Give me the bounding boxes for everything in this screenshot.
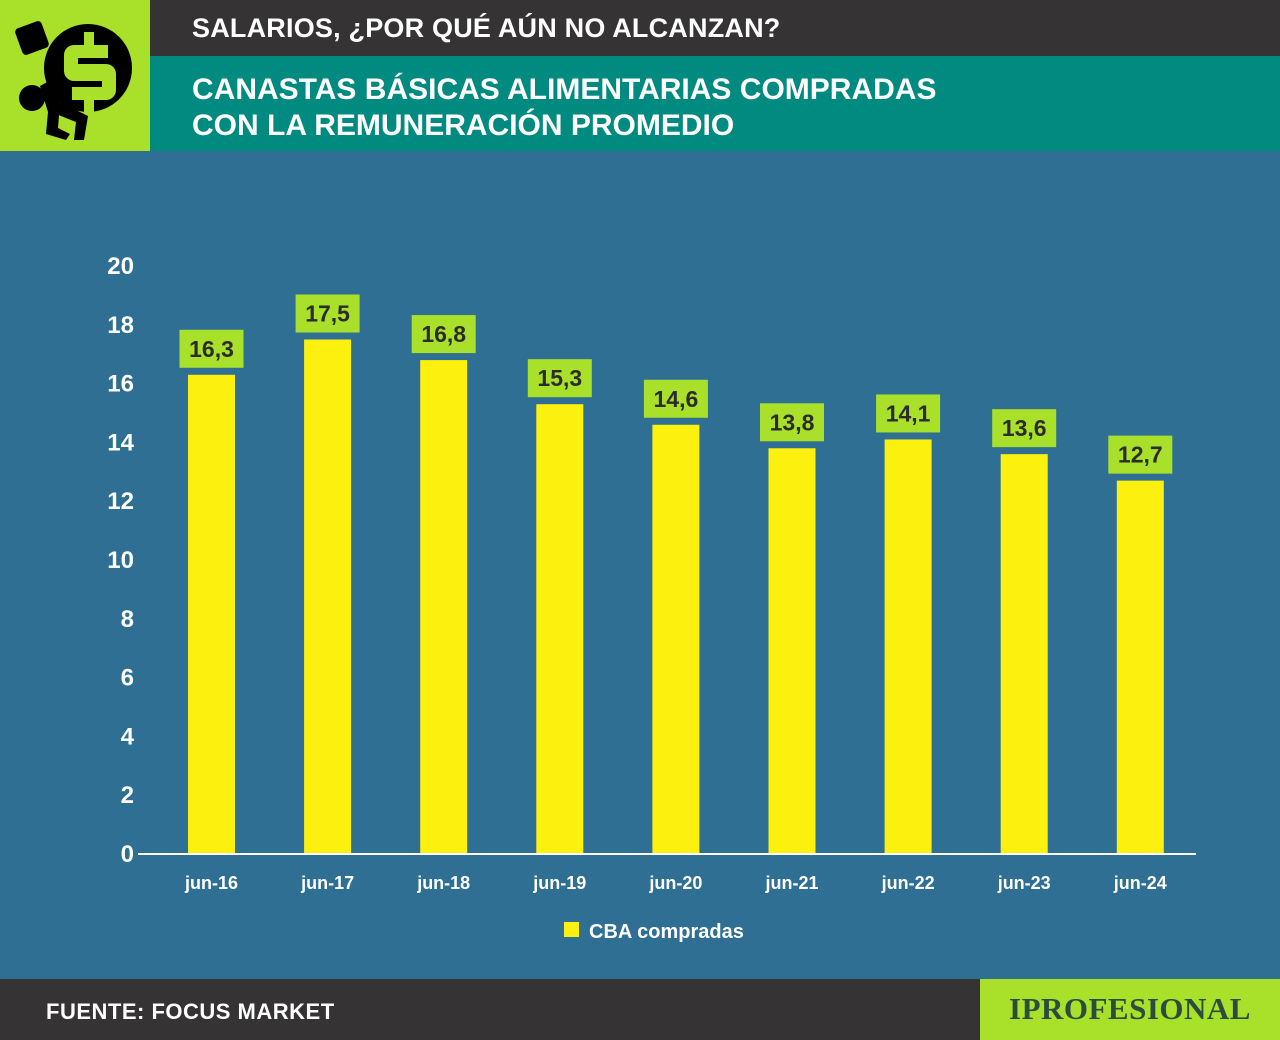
chart-title-line-2: CON LA REMUNERACIÓN PROMEDIO — [192, 109, 735, 142]
y-tick-label: 16 — [107, 371, 134, 398]
x-tick-label: jun-17 — [300, 873, 354, 893]
bar — [1000, 454, 1048, 854]
data-label-box — [643, 379, 708, 418]
bar — [188, 374, 235, 854]
y-tick-label: 4 — [121, 723, 135, 750]
data-label-box — [760, 403, 824, 442]
y-tick-label: 0 — [121, 841, 134, 868]
x-tick-label: jun-19 — [532, 873, 586, 893]
chart-legend: CBA compradas — [564, 921, 744, 943]
logo-box — [0, 0, 150, 151]
y-tick-label: 14 — [107, 429, 134, 456]
bar — [1116, 480, 1164, 854]
x-tick-label: jun-16 — [184, 873, 238, 893]
data-label: 15,3 — [537, 365, 582, 391]
bar — [652, 424, 700, 854]
x-tick-label: jun-20 — [648, 873, 702, 893]
header-title-bar: CANASTAS BÁSICAS ALIMENTARIAS COMPRADAS … — [0, 56, 1280, 151]
data-label: 13,6 — [1002, 415, 1047, 441]
x-tick-label: jun-21 — [764, 873, 818, 893]
source-note: FUENTE: FOCUS MARKET — [46, 999, 335, 1024]
bar — [884, 439, 932, 854]
bar — [536, 404, 584, 854]
bar — [304, 339, 352, 854]
bar — [420, 360, 468, 854]
x-axis: jun-16 jun-17 jun-18 jun-19 jun-20 jun-21 jun-… — [184, 873, 1167, 893]
bar-series: 16,3 17,5 16,8 15,3 14,6 13,8 14,1 13,6 12,7 — [179, 294, 1173, 854]
chart-title-line-1: CANASTAS BÁSICAS ALIMENTARIAS COMPRADAS — [192, 73, 937, 106]
y-tick-label: 10 — [107, 547, 134, 574]
bar-chart: 0 2 4 6 8 10 12 14 16 18 20 16,3 17,5 16,8 15,3 14,6 13… — [107, 253, 1196, 943]
chart-title: CANASTAS BÁSICAS ALIMENTARIAS COMPRADAS … — [192, 72, 1092, 144]
data-label: 12,7 — [1118, 442, 1163, 468]
brand-logo: IPROFESIONAL — [1009, 991, 1251, 1026]
y-tick-label: 6 — [121, 665, 134, 692]
data-label-box — [527, 359, 592, 398]
x-tick-label: jun-22 — [881, 873, 935, 893]
person-carrying-dollar-icon — [15, 21, 132, 140]
x-tick-label: jun-23 — [997, 873, 1051, 893]
data-label: 16,3 — [189, 336, 234, 362]
legend-swatch — [564, 922, 579, 937]
data-label-box — [295, 294, 360, 333]
data-label-box — [1108, 435, 1173, 474]
data-label: 14,6 — [654, 386, 699, 412]
header-kicker: SALARIOS, ¿POR QUÉ AÚN NO ALCANZAN? — [192, 13, 781, 43]
data-label: 16,8 — [421, 321, 466, 347]
data-label-box — [411, 315, 476, 354]
y-tick-label: 12 — [107, 488, 134, 515]
data-label: 17,5 — [305, 301, 350, 327]
data-label-box — [876, 394, 941, 433]
y-axis: 0 2 4 6 8 10 12 14 16 18 20 — [107, 253, 134, 868]
data-label-box — [179, 329, 244, 368]
legend-label: CBA compradas — [589, 921, 744, 943]
data-label: 14,1 — [886, 400, 931, 426]
x-tick-label: jun-24 — [1113, 873, 1167, 893]
x-tick-label: jun-18 — [416, 873, 470, 893]
brand-logo-box: IPROFESIONAL — [980, 979, 1280, 1040]
data-label-box — [992, 409, 1057, 448]
header-top-bar: SALARIOS, ¿POR QUÉ AÚN NO ALCANZAN? — [0, 0, 1280, 56]
bar — [768, 448, 816, 854]
y-tick-label: 20 — [107, 253, 134, 280]
footer-bar: FUENTE: FOCUS MARKET IPROFESIONAL — [0, 979, 1280, 1040]
data-label: 13,8 — [770, 409, 815, 435]
y-tick-label: 2 — [121, 782, 134, 809]
y-tick-label: 8 — [121, 606, 134, 633]
y-tick-label: 18 — [107, 312, 134, 339]
